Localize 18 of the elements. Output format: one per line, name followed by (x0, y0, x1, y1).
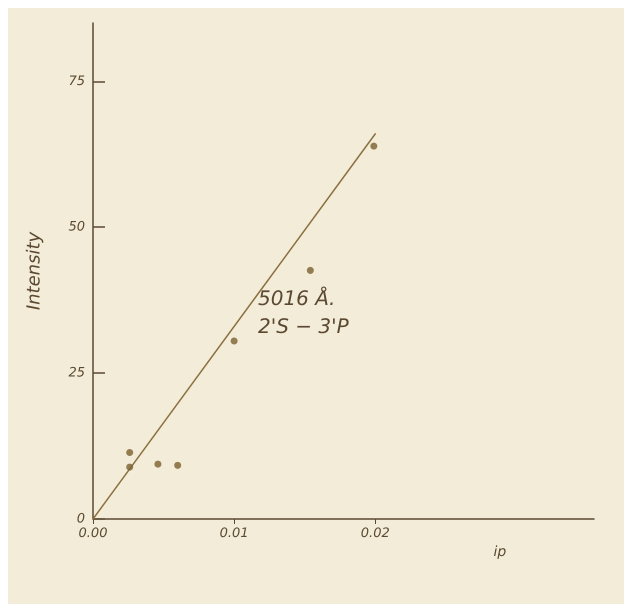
point (306, 266, 314, 274)
annotation: 5016 Å. (258, 286, 336, 310)
point (154, 460, 162, 468)
y-tick-label: 25 (68, 366, 85, 381)
y-tick-label: 50 (68, 220, 85, 235)
y-axis-title: Intensity (24, 231, 44, 310)
point (126, 464, 134, 471)
point (230, 338, 238, 345)
point (126, 448, 134, 456)
x-axis-title: ip (494, 544, 506, 560)
x-tick-label: 0.01 (220, 526, 249, 541)
point (370, 142, 378, 150)
y-tick-label: 0 (76, 512, 85, 526)
x-tick-label: 0.02 (360, 526, 390, 541)
point (174, 462, 182, 469)
annotation: 2'S − 3'P (258, 314, 350, 338)
x-tick-label: 0.00 (78, 526, 108, 541)
y-tick-label: 75 (68, 74, 85, 89)
